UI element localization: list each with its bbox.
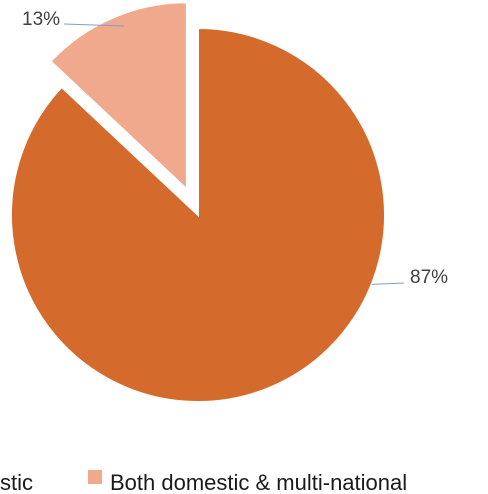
data-label-both: 13% — [22, 9, 60, 30]
legend-label-both: Both domestic & multi-national — [110, 470, 407, 494]
pie-slices — [10, 1, 386, 403]
leader-line-domestic — [371, 282, 405, 285]
pie-slice-domestic — [10, 26, 386, 403]
legend: stic Both domestic & multi-national — [0, 470, 407, 494]
legend-swatch-both — [88, 470, 102, 484]
leader-line-both — [63, 23, 125, 27]
data-label-domestic: 87% — [410, 267, 448, 288]
legend-label-domestic: stic — [0, 470, 33, 494]
pie-slice-both — [49, 1, 188, 192]
leader-lines — [63, 23, 405, 285]
